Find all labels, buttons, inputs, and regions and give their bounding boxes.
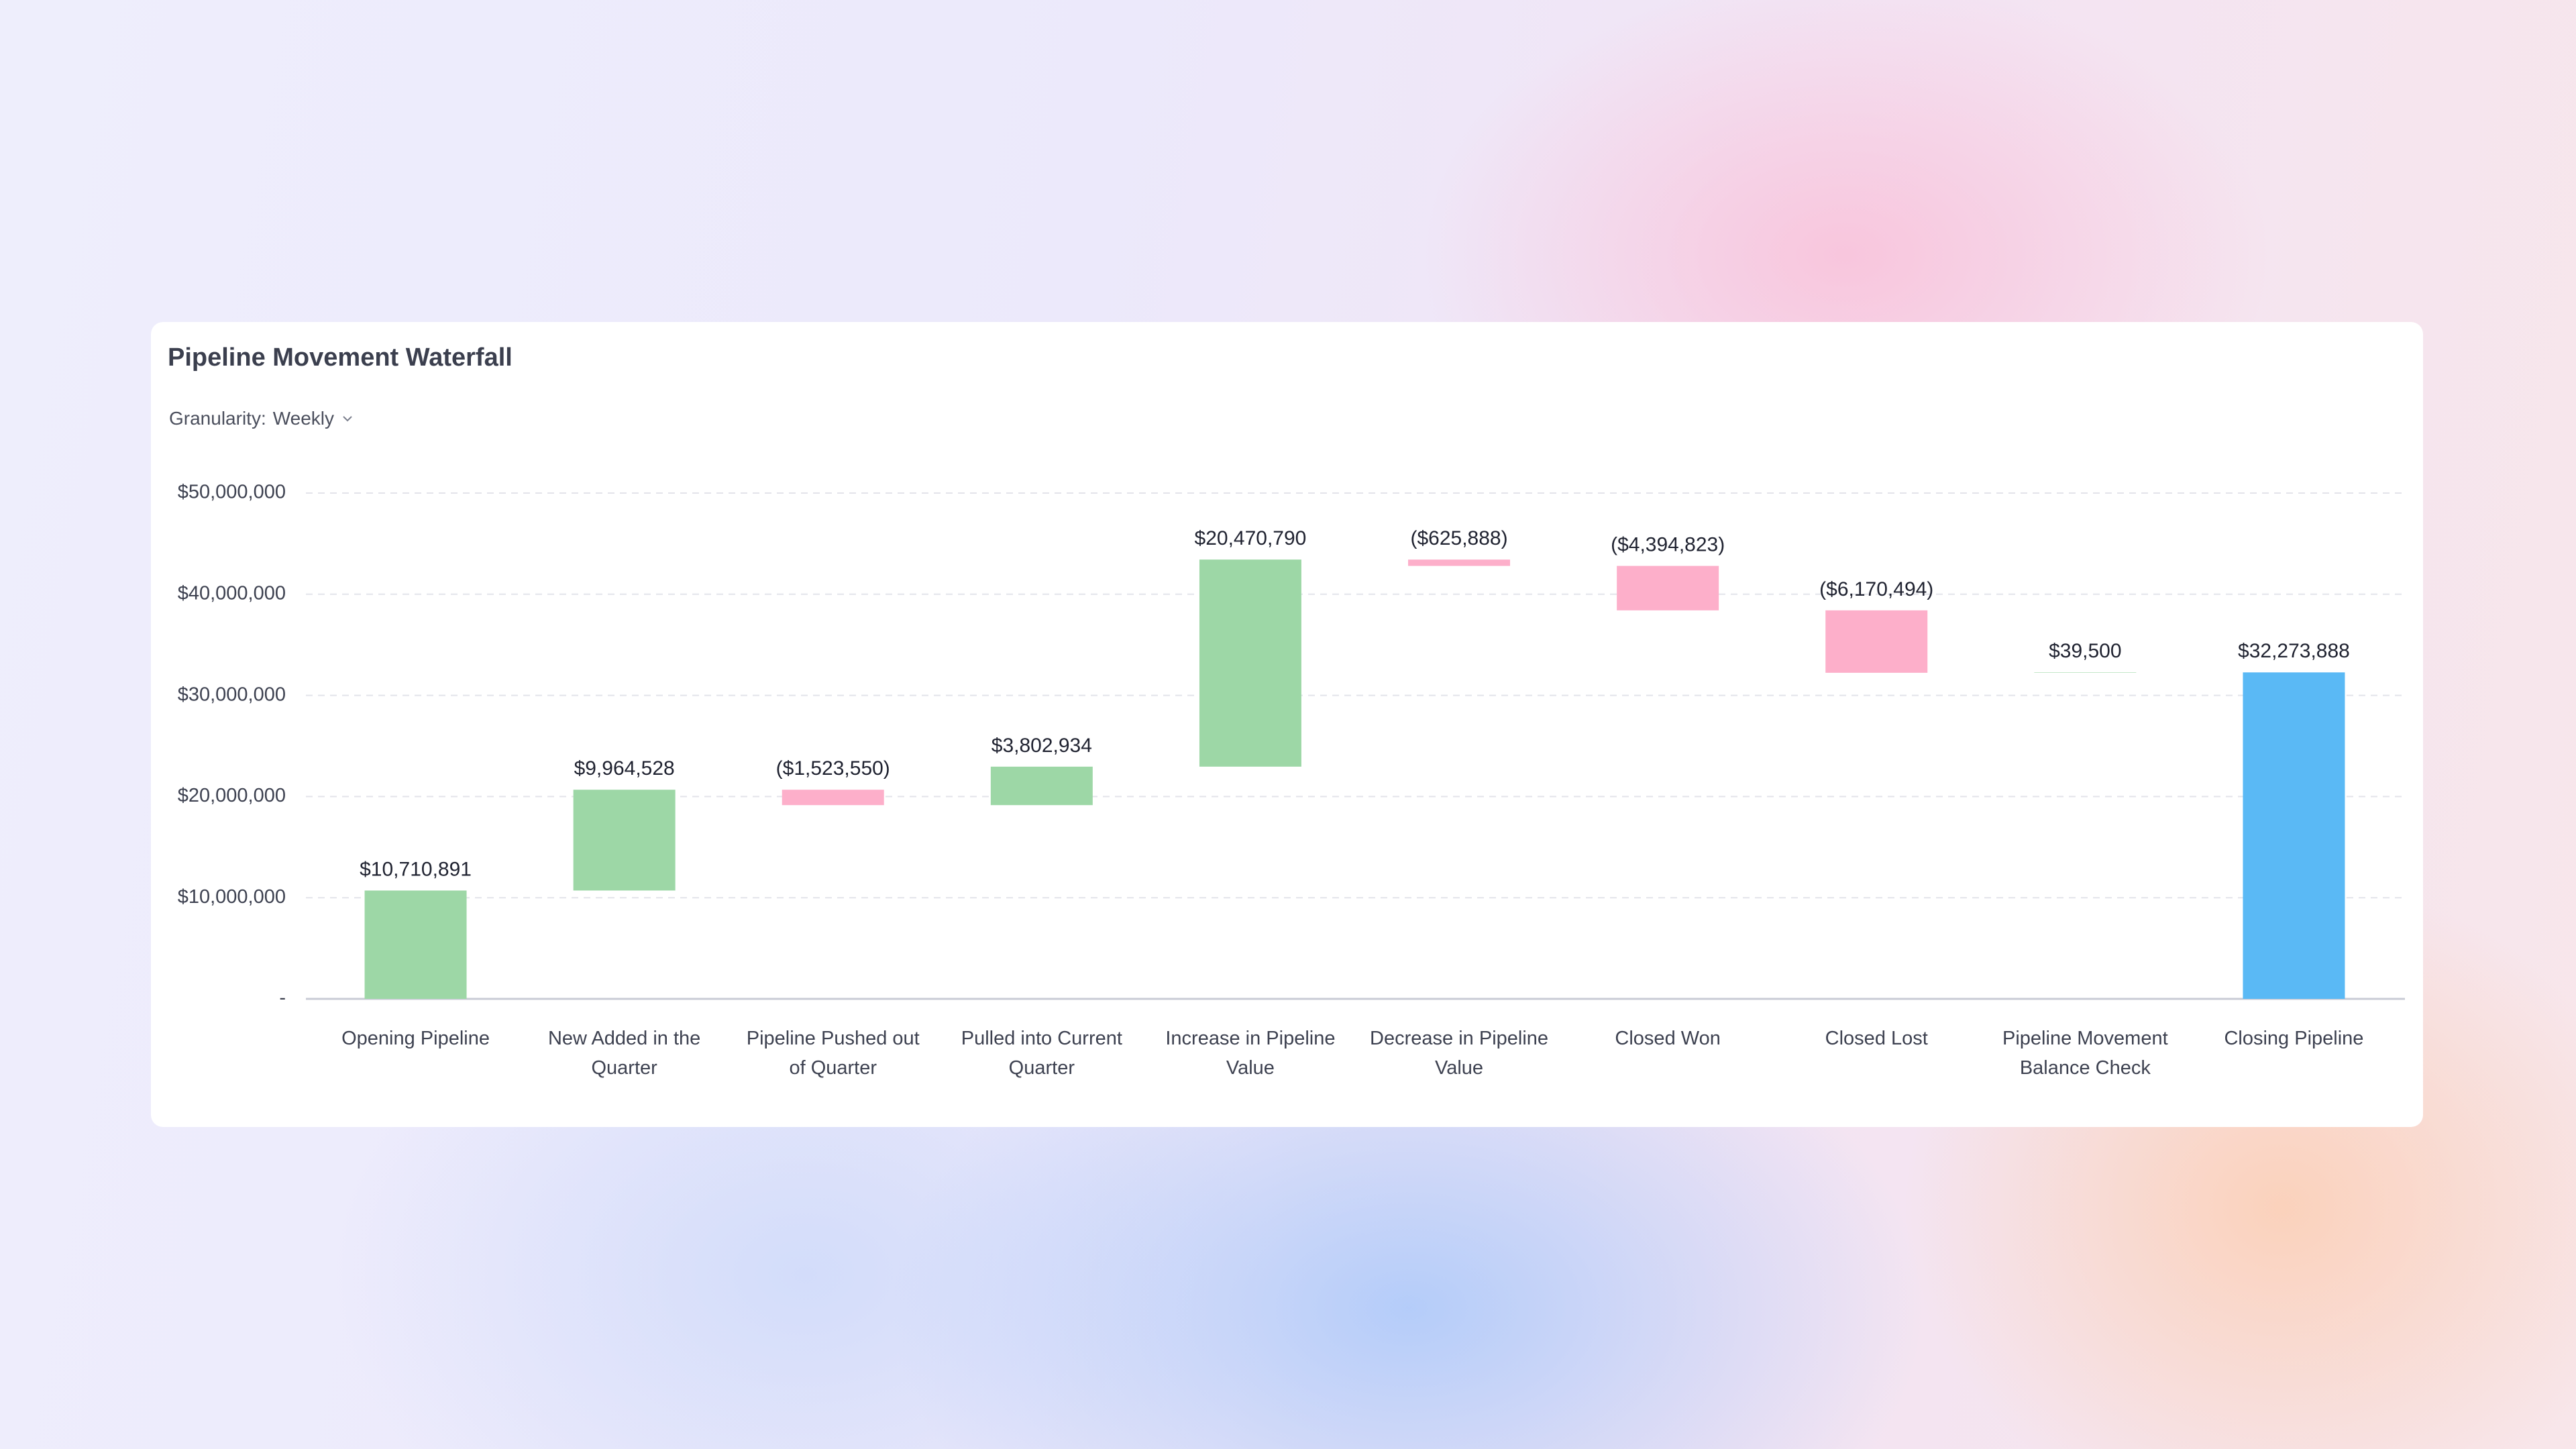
value-label: $39,500 <box>2049 640 2121 662</box>
bar <box>1617 566 1719 610</box>
x-tick-label: Closing Pipeline <box>2224 1028 2364 1049</box>
x-tick-label: Opening Pipeline <box>341 1028 490 1049</box>
granularity-control: Granularity: Weekly <box>169 408 354 429</box>
x-tick-label: Closed Lost <box>1825 1028 1928 1049</box>
chart-title: Pipeline Movement Waterfall <box>168 343 513 372</box>
value-label: $10,710,891 <box>360 858 472 880</box>
bar <box>990 766 1093 806</box>
chevron[interactable] <box>341 412 354 425</box>
x-tick-label: New Added in the Quarter <box>547 1028 701 1079</box>
granularity-dropdown[interactable]: Weekly <box>272 408 335 429</box>
y-tick-label: $10,000,000 <box>178 886 286 908</box>
value-label: ($6,170,494) <box>1819 578 1933 600</box>
x-tick-label: Closed Won <box>1615 1028 1721 1049</box>
value-label: $9,964,528 <box>574 757 675 780</box>
value-label: ($1,523,550) <box>776 757 890 780</box>
bar <box>1199 559 1301 767</box>
value-label: ($625,888) <box>1410 527 1507 549</box>
value-label: $32,273,888 <box>2238 640 2350 662</box>
x-tick-label: Pipeline Movement Balance Check <box>2002 1028 2168 1079</box>
value-label: ($4,394,823) <box>1611 534 1725 556</box>
bar <box>2034 672 2137 673</box>
y-tick-label: $20,000,000 <box>178 785 286 806</box>
bar <box>573 790 676 891</box>
x-tick-label: Pulled into Current Quarter <box>961 1028 1122 1079</box>
y-tick-label: - <box>279 987 286 1009</box>
control-label: Granularity: <box>169 408 266 429</box>
bar <box>2243 672 2345 999</box>
x-tick-label: Increase in Pipeline Value <box>1165 1028 1336 1079</box>
bar <box>1825 610 1928 673</box>
bar <box>1408 559 1511 566</box>
bar <box>364 890 467 999</box>
y-tick-label: $40,000,000 <box>178 582 286 604</box>
y-tick-label: $50,000,000 <box>178 482 286 503</box>
value-label: $3,802,934 <box>991 735 1092 757</box>
x-tick-label: Pipeline Pushed out of Quarter <box>746 1028 920 1079</box>
bar <box>782 790 884 806</box>
value-label: $20,470,790 <box>1195 527 1307 549</box>
y-tick-label: $30,000,000 <box>178 684 286 705</box>
x-tick-label: Decrease in Pipeline Value <box>1370 1028 1549 1079</box>
